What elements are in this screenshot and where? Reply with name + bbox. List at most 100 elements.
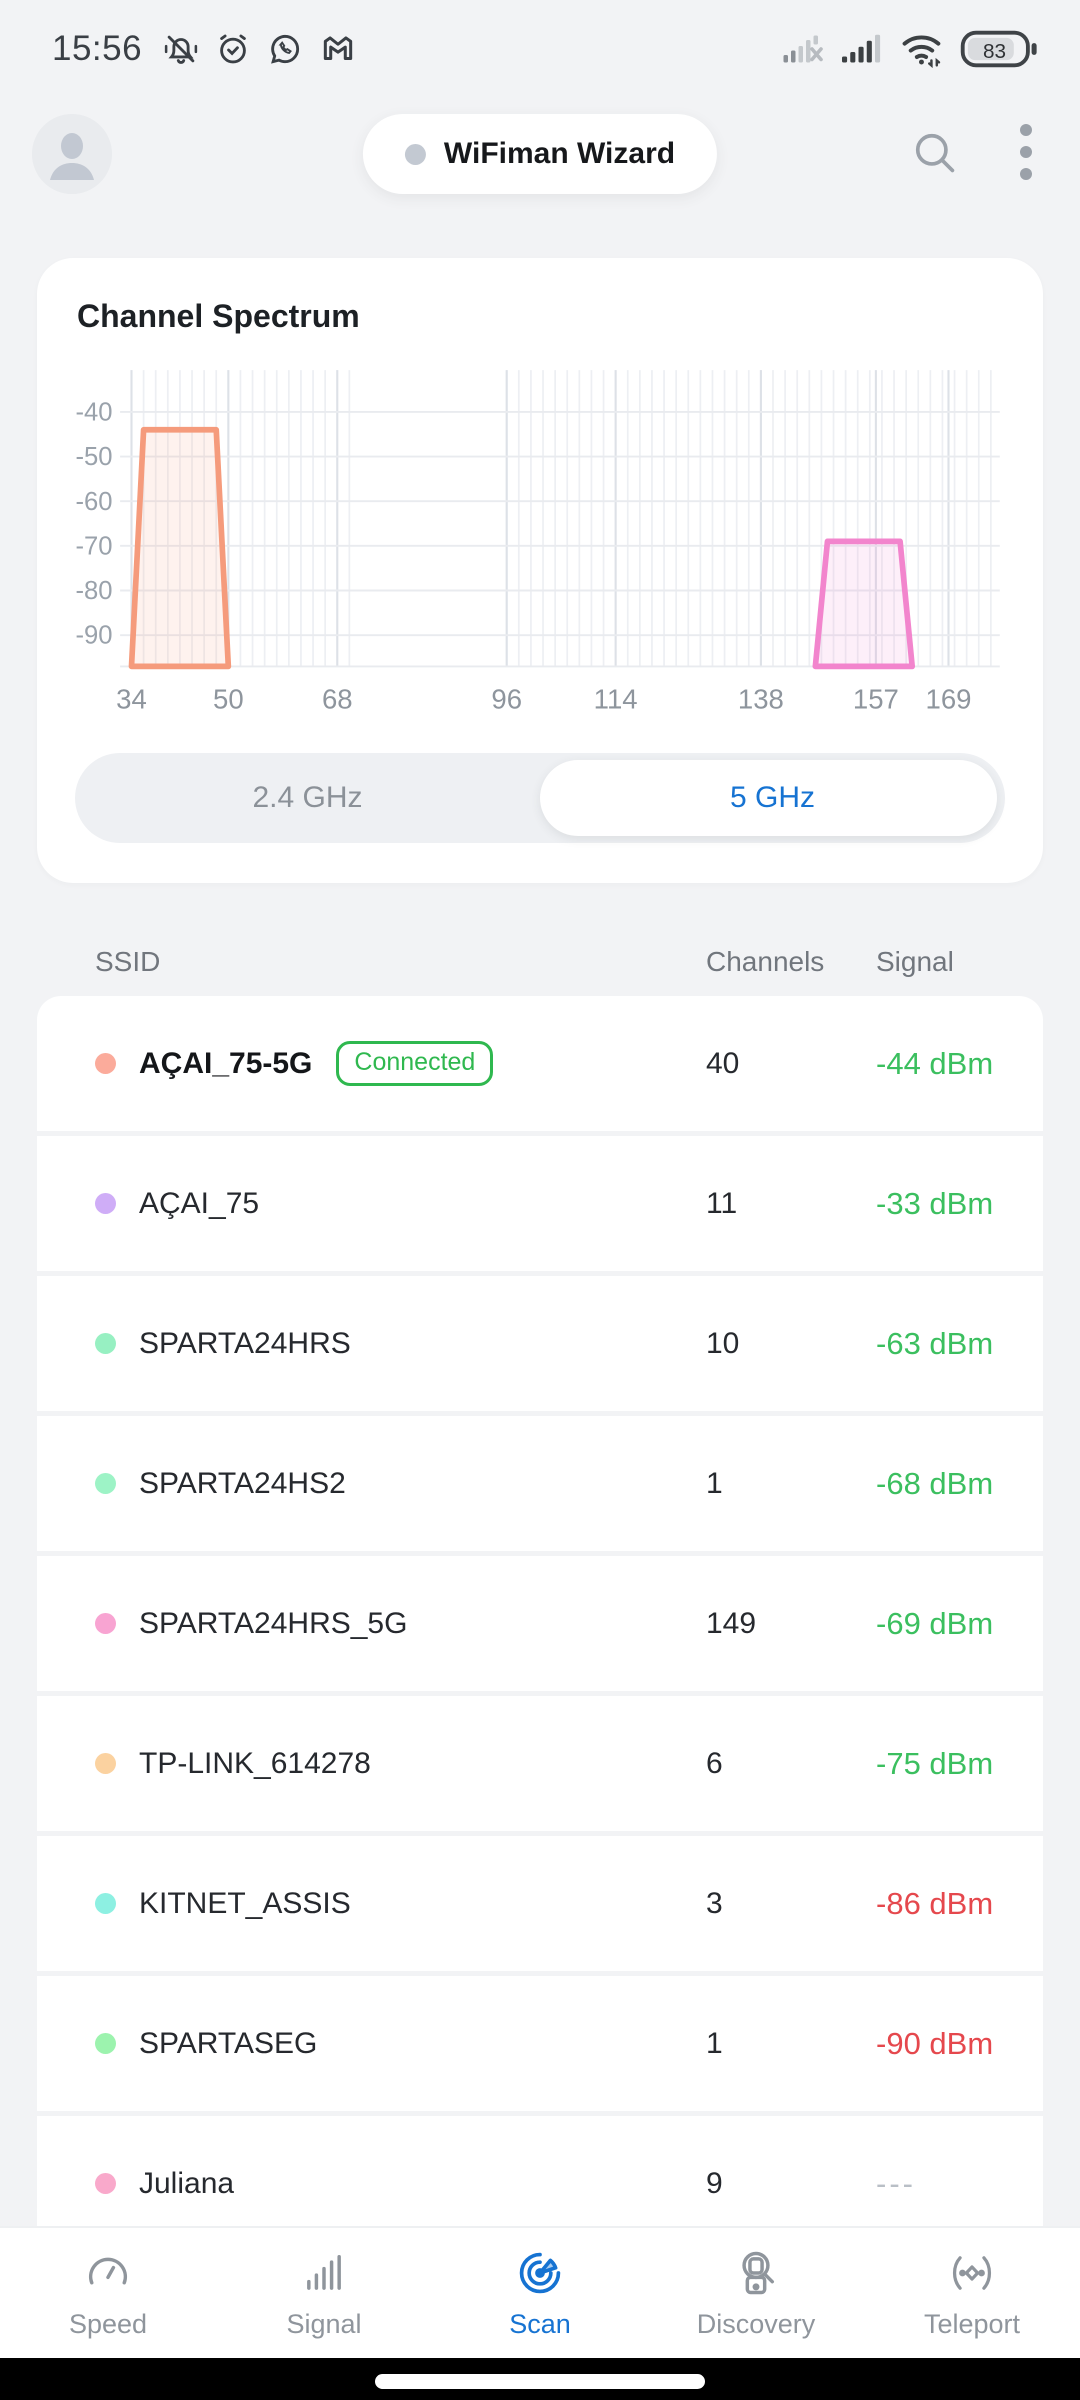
app-title-pill[interactable]: WiFiman Wizard [362,114,718,194]
spectrum-chart-svg: -40 -50 -60 -70 -80 -90 34 50 68 96 114 138 157 169 [75,370,1000,714]
home-indicator[interactable] [375,2373,705,2389]
svg-text:-80: -80 [75,577,112,605]
nav-item-speed[interactable]: Speed [0,2228,216,2358]
signal-value: -33 dBm [876,1185,994,1221]
kebab-menu-icon[interactable] [1018,122,1034,187]
column-signal: Signal [876,946,954,977]
svg-text:169: 169 [926,683,972,714]
svg-text:96: 96 [491,683,522,714]
whatsapp-icon [266,30,304,68]
alarm-clock-icon [214,30,252,68]
network-color-dot [95,1193,116,1214]
channel-value: 11 [706,1186,738,1220]
network-color-dot [95,1613,116,1634]
signal-value: -63 dBm [876,1325,994,1361]
status-dot-icon [404,143,426,165]
gesture-bar [0,2358,1080,2400]
ssid-label: TP-LINK_614278 [139,1746,371,1780]
segmented-active-thumb [540,759,997,836]
network-row[interactable]: AÇAI_75-5G Connected 40 -44 dBm [37,996,1043,1131]
nav-item-teleport[interactable]: Teleport [864,2228,1080,2358]
band-segmented-control: 2.4 GHz 5 GHz [75,752,1005,843]
channel-value: 6 [706,1746,723,1780]
network-list: AÇAI_75-5G Connected 40 -44 dBm AÇAI_75 … [37,996,1043,2256]
channel-value: 10 [706,1326,740,1360]
ssid-label: SPARTA24HS2 [139,1466,346,1500]
app-header: WiFiman Wizard [0,112,1080,196]
teleport-waves-icon [952,2255,992,2290]
svg-text:-40: -40 [75,398,112,426]
notifications-off-icon [162,30,200,68]
ssid-label: SPARTA24HRS_5G [139,1606,408,1640]
svg-text:157: 157 [853,683,899,714]
signal-bars-icon [307,2254,341,2290]
nav-item-signal[interactable]: Signal [216,2228,432,2358]
network-row[interactable]: SPARTASEG 1 -90 dBm [37,1976,1043,2111]
ssid-label: KITNET_ASSIS [139,1886,351,1920]
channel-value: 9 [706,2166,723,2200]
tab-5-ghz[interactable]: 5 GHz [729,780,816,814]
speed-gauge-icon [88,2257,128,2284]
svg-text:83: 83 [983,40,1006,63]
signal-value: -86 dBm [876,1885,994,1921]
channel-value: 40 [706,1046,740,1080]
nav-item-scan[interactable]: Scan [432,2228,648,2358]
search-icon[interactable] [908,126,960,183]
network-color-dot [95,1893,116,1914]
signal-value: -69 dBm [876,1605,994,1641]
svg-text:-70: -70 [75,532,112,560]
svg-text:50: 50 [213,683,244,714]
network-row[interactable]: SPARTA24HS2 1 -68 dBm [37,1416,1043,1551]
svg-text:114: 114 [594,683,638,714]
signal-value: -68 dBm [876,1465,994,1501]
channel-spectrum-card: Channel Spectrum -40 -50 -60 -70 -80 -90 34 50 6… [37,258,1043,883]
ssid-label: SPARTA24HRS [139,1326,351,1360]
svg-text:138: 138 [738,683,784,714]
column-channels: Channels [706,946,825,977]
channel-spectrum-chart: -40 -50 -60 -70 -80 -90 34 50 68 96 114 138 157 169 [65,353,1015,719]
signal-value: -44 dBm [876,1045,994,1081]
cell-signal-no-sim-icon [780,31,826,67]
signal-value: -90 dBm [876,2025,994,2061]
device-search-icon [742,2251,774,2294]
channel-value: 149 [706,1606,757,1640]
channel-value: 3 [706,1886,723,1920]
channel-value: 1 [706,1466,723,1500]
avatar[interactable] [32,114,112,194]
network-color-dot [95,1053,116,1074]
svg-text:-60: -60 [75,488,112,516]
network-row[interactable]: AÇAI_75 11 -33 dBm [37,1136,1043,1271]
battery-icon: 83 [960,29,1038,69]
signal-value: -75 dBm [876,1745,994,1781]
ssid-label: AÇAI_75-5G [139,1046,313,1080]
app-title: WiFiman Wizard [443,137,676,170]
network-color-dot [95,2033,116,2054]
svg-text:-50: -50 [75,443,112,471]
signal-value: --- [876,2165,916,2201]
network-row[interactable]: SPARTA24HRS_5G 149 -69 dBm [37,1556,1043,1691]
bottom-navigation: Speed Signal Scan Di [0,2226,1080,2358]
svg-text:68: 68 [322,683,353,714]
svg-text:-90: -90 [75,622,112,650]
network-table-header: SSID Channels Signal [37,928,1043,996]
wifi-status-icon [900,30,946,68]
network-row[interactable]: SPARTA24HRS 10 -63 dBm [37,1276,1043,1411]
connected-badge: Connected [336,1041,494,1086]
nav-item-discovery[interactable]: Discovery [648,2228,864,2358]
network-color-dot [95,1753,116,1774]
network-row[interactable]: TP-LINK_614278 6 -75 dBm [37,1696,1043,1831]
ssid-label: SPARTASEG [139,2026,318,2060]
cell-signal-full-icon [840,31,886,67]
network-color-dot [95,2173,116,2194]
svg-text:34: 34 [116,683,147,714]
card-title: Channel Spectrum [77,298,360,334]
ssid-label: AÇAI_75 [139,1186,260,1220]
tab-2-4-ghz[interactable]: 2.4 GHz [252,780,363,814]
status-bar: 15:56 [0,0,1080,92]
network-color-dot [95,1473,116,1494]
ssid-label: Juliana [139,2166,235,2200]
network-row[interactable]: KITNET_ASSIS 3 -86 dBm [37,1836,1043,1971]
status-time: 15:56 [52,29,143,68]
column-ssid: SSID [95,946,161,977]
